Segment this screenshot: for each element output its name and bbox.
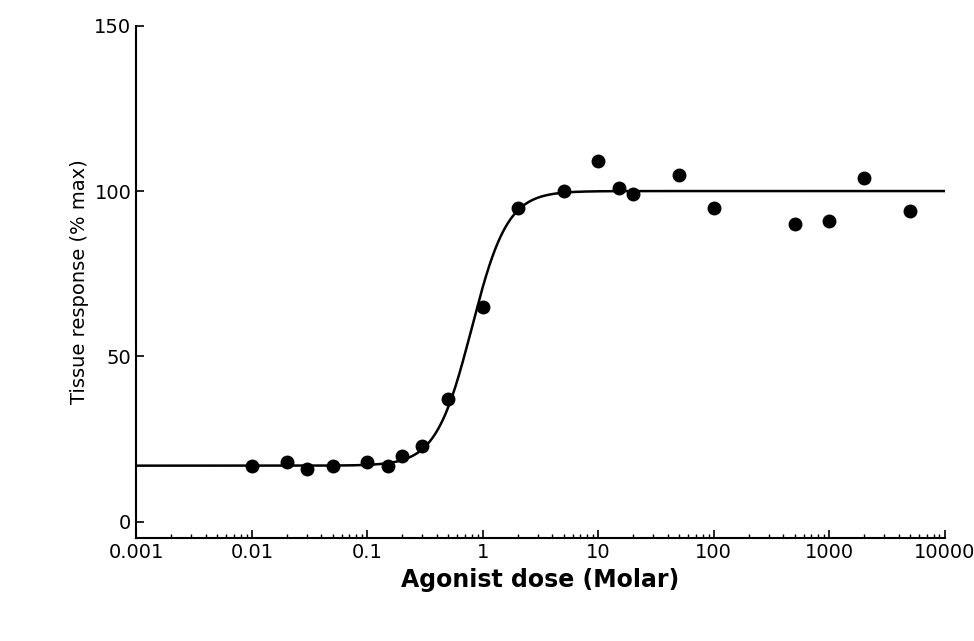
Point xyxy=(856,172,872,183)
Point xyxy=(299,464,315,474)
Point xyxy=(706,203,722,213)
Point xyxy=(359,457,375,467)
Y-axis label: Tissue response (% max): Tissue response (% max) xyxy=(70,160,89,404)
Point xyxy=(244,460,260,470)
Point xyxy=(279,457,294,467)
Point xyxy=(415,440,431,451)
Point xyxy=(556,186,572,196)
Point xyxy=(902,206,918,216)
Point xyxy=(590,156,606,167)
Point xyxy=(394,451,410,461)
Point xyxy=(611,183,626,193)
Point xyxy=(625,189,641,199)
Point xyxy=(787,219,803,229)
Point xyxy=(380,460,395,470)
X-axis label: Agonist dose (Molar): Agonist dose (Molar) xyxy=(401,568,680,592)
Point xyxy=(509,203,525,213)
Point xyxy=(821,216,837,226)
Point xyxy=(475,302,491,312)
Point xyxy=(324,460,340,470)
Point xyxy=(440,394,456,404)
Point xyxy=(671,169,687,179)
